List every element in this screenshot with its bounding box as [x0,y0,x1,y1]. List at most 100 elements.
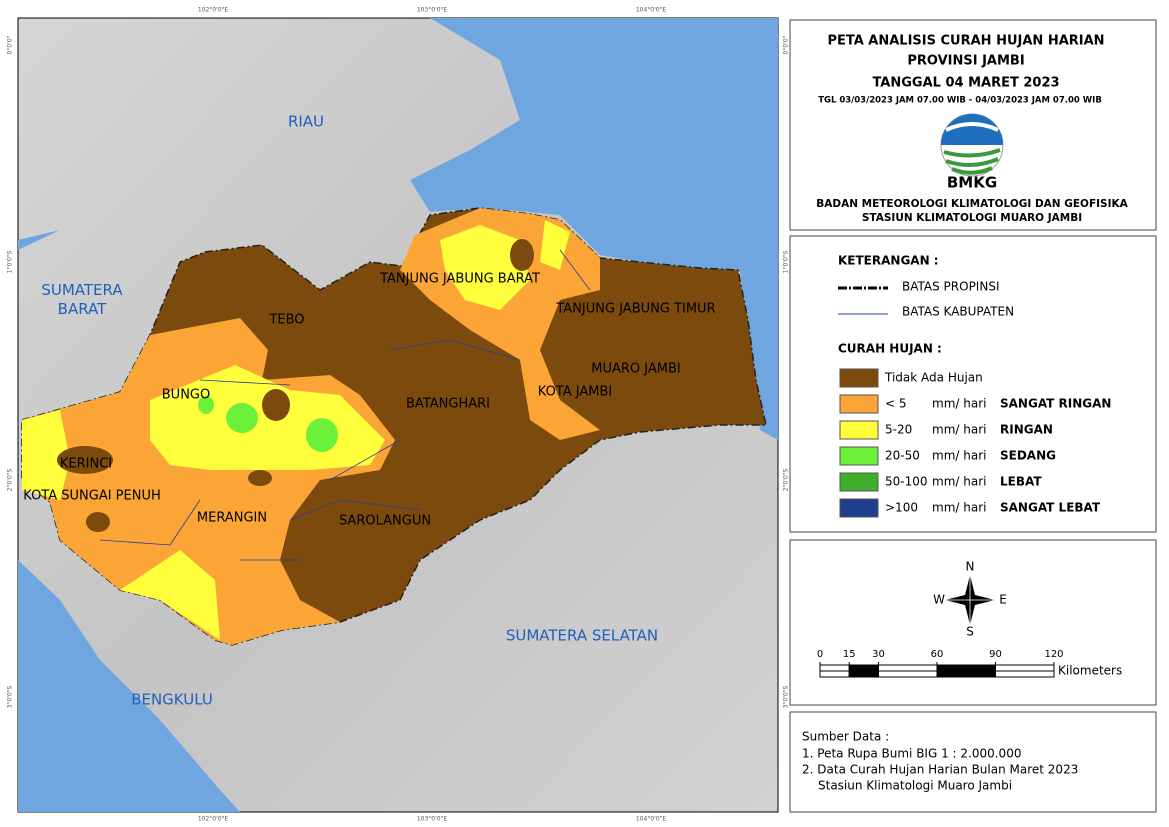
lat-tick-label: 0°0'0" [783,35,790,54]
legend-swatch [839,420,879,440]
legend-category: SANGAT RINGAN [1000,397,1111,411]
sea [18,560,240,812]
lat-tick-label: 3°0'0"S [783,685,790,708]
region-label: SAROLANGUN [339,514,431,529]
no-rain-patch [57,446,113,474]
neighbor-label: SUMATERA BARAT [41,281,123,318]
logo [940,113,1004,177]
title: PROVINSI JAMBI [907,54,1024,69]
legend-category: LEBAT [1000,475,1042,489]
rain-moderate [440,225,530,310]
lat-tick-label: 1°0'0"S [783,250,790,273]
scale-label: 15 [843,649,856,660]
lat-tick-label: 0°0'0" [7,35,14,54]
no-rain-patch [248,470,272,486]
region-label: TANJUNG JABUNG TIMUR [555,302,715,317]
sea [410,18,778,440]
logo-text: BMKG [947,174,997,192]
legend-category: SANGAT LEBAT [1000,501,1101,515]
sea [18,230,60,250]
region-label: KOTA SUNGAI PENUH [23,489,161,504]
source-line: Stasiun Klimatologi Muaro Jambi [818,779,1012,793]
legend-label: BATAS PROPINSI [902,280,999,294]
org: BADAN METEOROLOGI KLIMATOLOGI DAN GEOFIS… [816,198,1128,210]
compass-label: S [966,625,974,639]
lat-tick-label: 1°0'0"S [7,250,14,273]
scale-label: 120 [1044,649,1063,660]
compass-label: N [966,560,975,574]
source-heading: Sumber Data : [802,730,889,744]
scale-label: 90 [989,649,1002,660]
compass-label: E [999,593,1007,607]
lat-tick-label: 3°0'0"S [7,685,14,708]
org: STASIUN KLIMATOLOGI MUARO JAMBI [862,212,1082,224]
no-rain-patch [510,239,534,271]
legend-label: < 5 [885,397,907,411]
legend-swatch [839,394,879,414]
legend-heading: KETERANGAN : [838,254,939,268]
scale-label: 0 [817,649,823,660]
lat-tick-label: 2°0'0"S [7,468,14,491]
compass-rose [945,575,995,625]
rain-heavy-patch [226,403,258,433]
region-label: TANJUNG JABUNG BARAT [379,272,540,287]
rain-heavy-patch [306,418,338,452]
lat-tick-label: 2°0'0"S [783,468,790,491]
legend-label: 50-100 [885,475,928,489]
lon-tick-label: 103°0'0"E [417,7,447,14]
legend-category: SEDANG [1000,449,1056,463]
lon-tick-label: 102°0'0"E [198,7,228,14]
legend-label: Tidak Ada Hujan [884,371,983,385]
legend-label: >100 [885,501,918,515]
lon-tick-label: 103°0'0"E [417,816,447,823]
legend-unit: mm/ hari [932,475,986,489]
rain-moderate [120,550,220,640]
legend-unit: mm/ hari [932,397,986,411]
neighbor-label: RIAU [288,113,324,131]
source-line: 2. Data Curah Hujan Harian Bulan Maret 2… [802,763,1078,777]
legend-swatch [839,498,879,518]
legend-unit: mm/ hari [932,423,986,437]
region-label: MUARO JAMBI [591,362,681,377]
rain-moderate [540,220,570,270]
legend-label: 5-20 [885,423,912,437]
legend-heading: CURAH HUJAN : [838,342,942,356]
map: RIAU SUMATERA BARAT SUMATERA SELATAN BENG… [7,7,790,823]
no-rain-patch [86,512,110,532]
district-boundary [99,249,591,561]
legend-label: BATAS KABUPATEN [902,305,1014,319]
period: TGL 03/03/2023 JAM 07.00 WIB - 04/03/202… [818,96,1102,106]
region-label: KOTA JAMBI [538,385,612,400]
region-label: TEBO [268,313,304,328]
rain-moderate [22,410,70,500]
neighbor-label-line: SUMATERA [41,281,123,299]
lon-tick-label: 104°0'0"E [636,816,666,823]
source-box [789,711,1157,813]
region-label: KERINCI [60,457,112,472]
compass-label: W [933,593,945,607]
region-label: BUNGO [162,388,210,403]
title: PETA ANALISIS CURAH HUJAN HARIAN [827,34,1104,49]
neighbor-label: SUMATERA SELATAN [506,627,658,645]
lon-tick-label: 104°0'0"E [636,7,666,14]
legend-swatch [839,472,879,492]
legend-unit: mm/ hari [932,501,986,515]
scale-label: 30 [872,649,885,660]
region-label: MERANGIN [197,511,267,526]
title: TANGGAL 04 MARET 2023 [872,76,1059,91]
lon-tick-label: 102°0'0"E [198,816,228,823]
source-line: 1. Peta Rupa Bumi BIG 1 : 2.000.000 [802,747,1021,761]
region-label: BATANGHARI [406,397,490,412]
legend-label: 20-50 [885,449,920,463]
legend-swatch [839,446,879,466]
neighbor-label-line: BARAT [58,300,107,318]
neighbor-label: BENGKULU [131,691,213,709]
scale-unit: Kilometers [1058,664,1122,678]
no-rain-patch [262,389,290,421]
legend-category: RINGAN [1000,423,1053,437]
rain-heavy-patch [198,396,214,414]
legend-swatch [839,368,879,388]
legend-unit: mm/ hari [932,449,986,463]
scale-label: 60 [931,649,944,660]
